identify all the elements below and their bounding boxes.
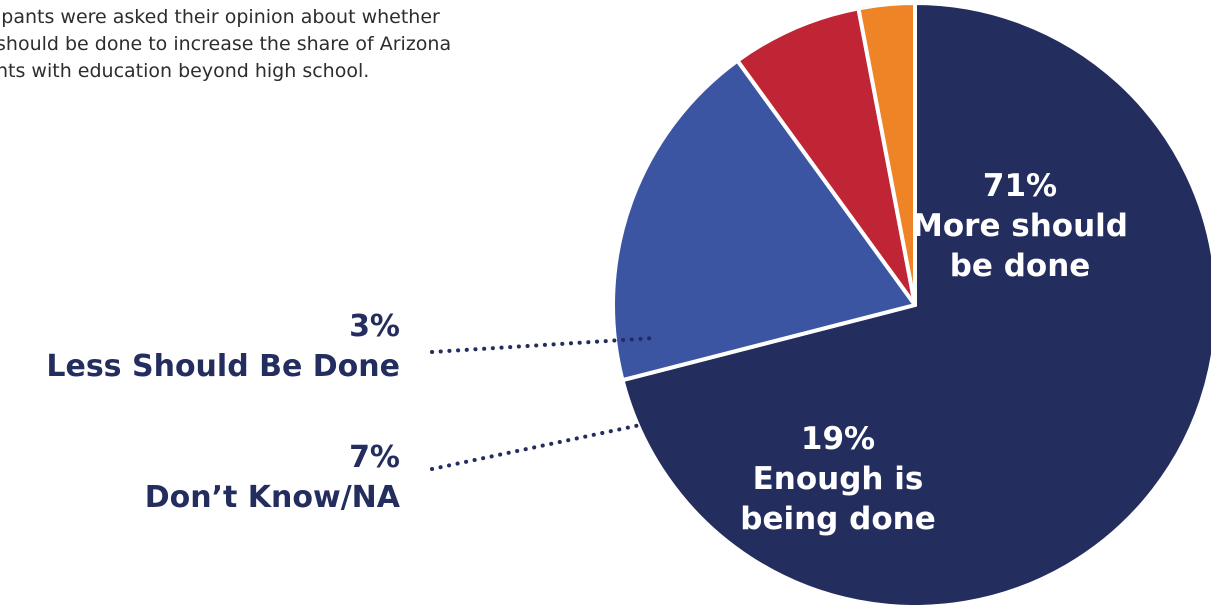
intro-line-2: should be done to increase the share of …	[0, 33, 452, 55]
slice-name-enough: being done	[740, 501, 935, 537]
slice-name-more: More should	[912, 208, 1128, 244]
slice-label-more: 71% More should be done	[912, 168, 1128, 284]
slice-label-dontknow: 7% Don’t Know/NA	[145, 440, 401, 515]
intro-text: ipants were asked their opinion about wh…	[0, 4, 586, 85]
slice-value-enough: 19%	[801, 421, 875, 457]
slice-value-dontknow: 7%	[349, 440, 400, 475]
slice-name-less: Less Should Be Done	[46, 349, 400, 384]
leader-lines	[430, 336, 680, 471]
leader-line-less	[430, 336, 657, 354]
slice-name-dontknow: Don’t Know/NA	[145, 480, 401, 515]
slice-name-enough: Enough is	[753, 461, 924, 497]
pie-labels: 71% More should be done 19% Enough is being d…	[46, 168, 1128, 537]
pie-slices	[611, 1, 1211, 605]
slice-name-more: be done	[950, 248, 1091, 284]
leader-line-dontknow	[430, 415, 680, 471]
slice-value-more: 71%	[983, 168, 1057, 204]
slice-value-less: 3%	[349, 309, 400, 344]
slice-label-enough: 19% Enough is being done	[740, 421, 935, 537]
intro-line-1: ipants were asked their opinion about wh…	[0, 6, 440, 28]
slice-label-less: 3% Less Should Be Done	[46, 309, 400, 384]
pie-slice-less	[856, 1, 917, 307]
intro-line-3: nts with education beyond high school.	[0, 60, 370, 82]
